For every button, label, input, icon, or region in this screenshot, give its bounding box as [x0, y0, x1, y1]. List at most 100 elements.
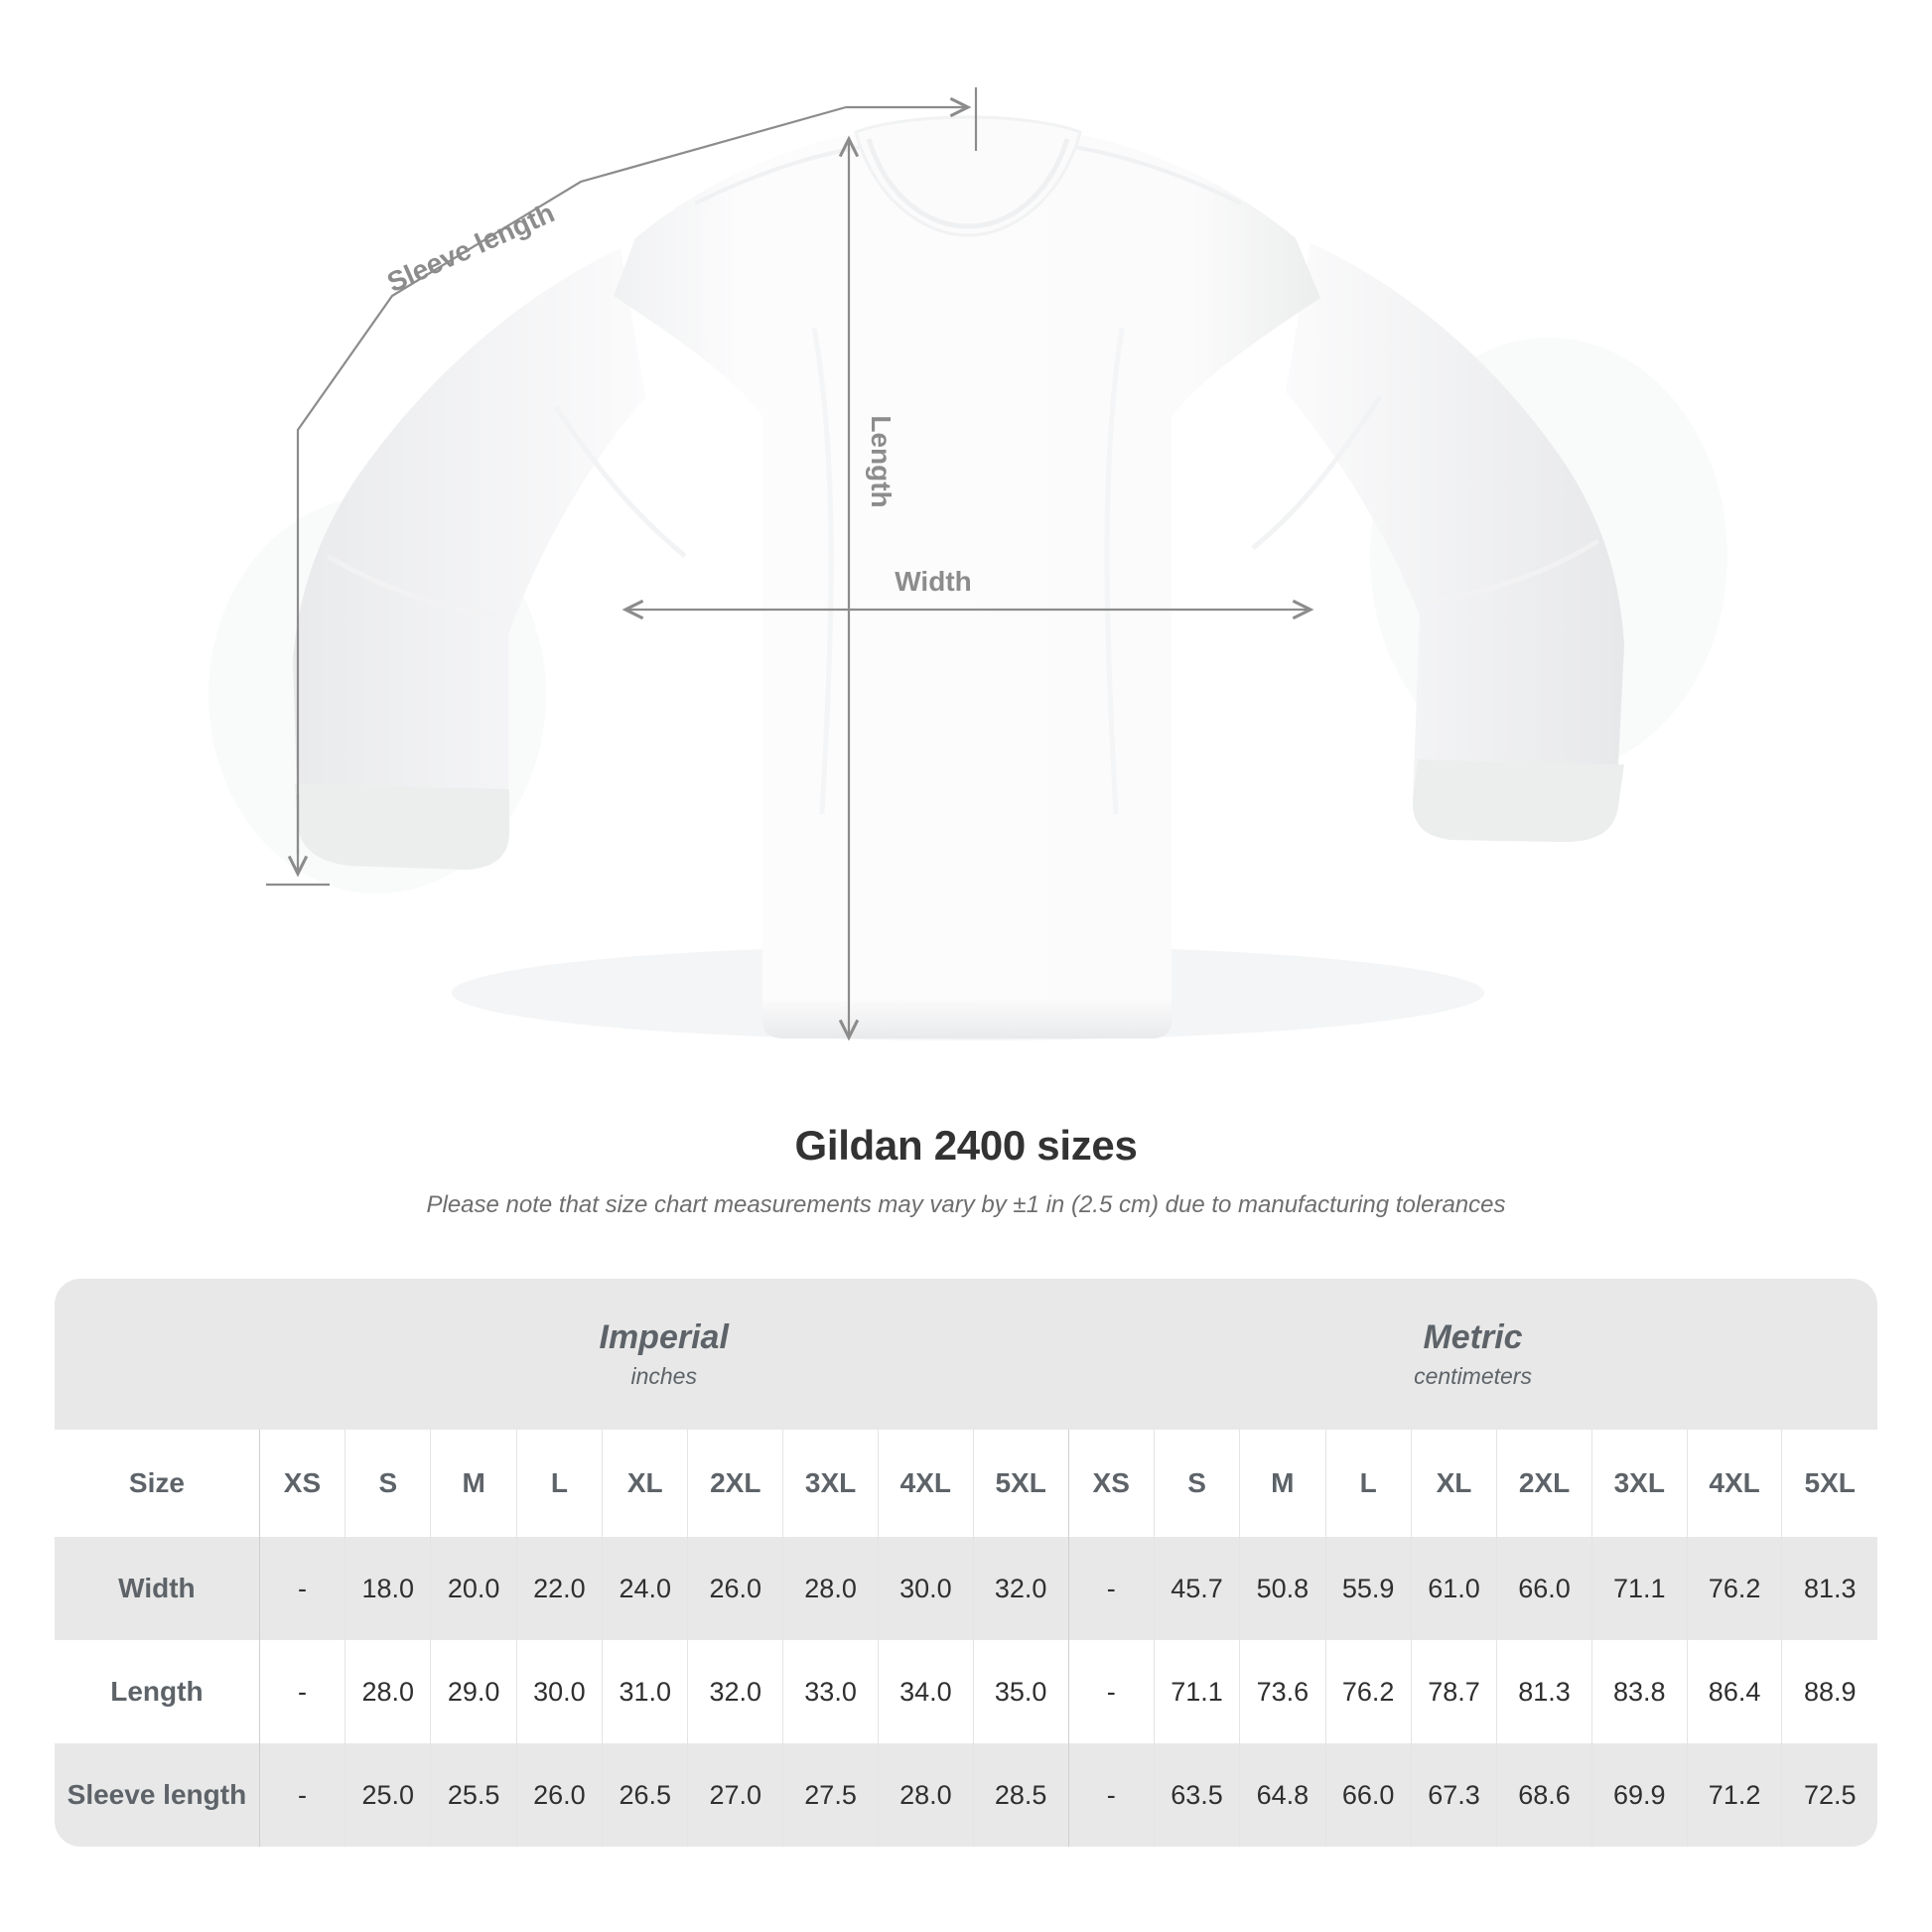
cell-width-imperial-2xl: 26.0: [687, 1537, 783, 1640]
size-header-imperial-2xl: 2XL: [687, 1430, 783, 1537]
cell-sleeve-imperial-l: 26.0: [515, 1743, 603, 1847]
size-header-metric-5xl: 5XL: [1781, 1430, 1877, 1537]
cell-sleeve-imperial-xl: 26.5: [602, 1743, 688, 1847]
size-header-metric-m: M: [1239, 1430, 1325, 1537]
size-header-imperial-xs: XS: [258, 1430, 345, 1537]
cell-width-metric-xs: -: [1067, 1537, 1155, 1640]
unit-header-metric: Metric centimeters: [1068, 1279, 1877, 1430]
cell-sleeve-metric-l: 66.0: [1324, 1743, 1412, 1847]
size-header-label: Size: [55, 1430, 260, 1537]
cell-sleeve-metric-xl: 67.3: [1410, 1743, 1497, 1847]
cell-width-metric-xl: 61.0: [1410, 1537, 1497, 1640]
table-row: Length - 28.0 29.0 30.0 31.0 32.0 33.0 3…: [55, 1640, 1877, 1743]
size-header-metric-l: L: [1324, 1430, 1412, 1537]
cell-length-metric-2xl: 81.3: [1496, 1640, 1592, 1743]
size-header-imperial-3xl: 3XL: [782, 1430, 879, 1537]
cell-length-metric-3xl: 83.8: [1590, 1640, 1688, 1743]
row-label-sleeve-length: Sleeve length: [55, 1743, 260, 1847]
cell-width-metric-5xl: 81.3: [1781, 1537, 1877, 1640]
cell-length-imperial-4xl: 34.0: [877, 1640, 974, 1743]
cell-sleeve-metric-m: 64.8: [1239, 1743, 1325, 1847]
garment-shape: [208, 115, 1727, 1040]
cell-length-imperial-xl: 31.0: [602, 1640, 688, 1743]
unit-header-spacer: [55, 1279, 260, 1430]
size-header-imperial-l: L: [515, 1430, 603, 1537]
unit-name-metric: Metric: [1423, 1317, 1523, 1356]
unit-sub-metric: centimeters: [1414, 1363, 1532, 1390]
size-header-row: Size XS S M L XL 2XL 3XL 4XL 5XL XS S M …: [55, 1430, 1877, 1537]
cell-width-imperial-l: 22.0: [515, 1537, 603, 1640]
cell-length-metric-m: 73.6: [1239, 1640, 1325, 1743]
unit-header-imperial: Imperial inches: [259, 1279, 1069, 1430]
cell-width-metric-m: 50.8: [1239, 1537, 1325, 1640]
unit-sub-imperial: inches: [630, 1363, 697, 1390]
cell-width-metric-s: 45.7: [1153, 1537, 1240, 1640]
page-subtitle: Please note that size chart measurements…: [426, 1191, 1506, 1218]
cell-width-imperial-xs: -: [258, 1537, 345, 1640]
cell-sleeve-imperial-xs: -: [258, 1743, 345, 1847]
unit-header-row: Imperial inches Metric centimeters: [55, 1279, 1877, 1430]
chart-header: Gildan 2400 sizes Please note that size …: [0, 1122, 1932, 1219]
cell-sleeve-metric-s: 63.5: [1153, 1743, 1240, 1847]
cell-sleeve-imperial-m: 25.5: [430, 1743, 517, 1847]
size-header-imperial-xl: XL: [602, 1430, 688, 1537]
cell-length-imperial-l: 30.0: [515, 1640, 603, 1743]
size-header-metric-2xl: 2XL: [1496, 1430, 1592, 1537]
table-row: Sleeve length - 25.0 25.5 26.0 26.5 27.0…: [55, 1743, 1877, 1847]
cell-sleeve-imperial-2xl: 27.0: [687, 1743, 783, 1847]
cell-width-metric-3xl: 71.1: [1590, 1537, 1688, 1640]
size-table-container: Imperial inches Metric centimeters Size …: [55, 1279, 1877, 1847]
cell-length-imperial-xs: -: [258, 1640, 345, 1743]
measurement-annotations: [266, 87, 1314, 1041]
cell-width-imperial-3xl: 28.0: [782, 1537, 879, 1640]
sleeve-length-label: Sleeve length: [382, 197, 559, 298]
cell-width-imperial-5xl: 32.0: [972, 1537, 1069, 1640]
cell-length-metric-4xl: 86.4: [1686, 1640, 1782, 1743]
page-title: Gildan 2400 sizes: [794, 1122, 1138, 1169]
cell-sleeve-imperial-s: 25.0: [345, 1743, 431, 1847]
cell-sleeve-metric-4xl: 71.2: [1686, 1743, 1782, 1847]
cell-sleeve-imperial-4xl: 28.0: [877, 1743, 974, 1847]
cell-width-imperial-4xl: 30.0: [877, 1537, 974, 1640]
cell-sleeve-metric-3xl: 69.9: [1590, 1743, 1688, 1847]
cell-sleeve-metric-5xl: 72.5: [1781, 1743, 1877, 1847]
cell-sleeve-metric-2xl: 68.6: [1496, 1743, 1592, 1847]
sleeve-length-dimension: [266, 87, 978, 887]
size-header-metric-3xl: 3XL: [1590, 1430, 1688, 1537]
garment-illustration: Sleeve length Length Width: [208, 87, 1727, 1041]
cell-width-metric-2xl: 66.0: [1496, 1537, 1592, 1640]
size-header-imperial-5xl: 5XL: [972, 1430, 1069, 1537]
unit-name-imperial: Imperial: [599, 1317, 729, 1356]
cell-length-metric-s: 71.1: [1153, 1640, 1240, 1743]
cell-width-imperial-xl: 24.0: [602, 1537, 688, 1640]
size-header-imperial-s: S: [345, 1430, 431, 1537]
size-table: Imperial inches Metric centimeters Size …: [55, 1279, 1877, 1847]
size-header-imperial-4xl: 4XL: [877, 1430, 974, 1537]
size-header-imperial-m: M: [430, 1430, 517, 1537]
cell-length-imperial-5xl: 35.0: [972, 1640, 1069, 1743]
cell-length-imperial-3xl: 33.0: [782, 1640, 879, 1743]
row-label-width: Width: [55, 1537, 260, 1640]
cell-width-imperial-s: 18.0: [345, 1537, 431, 1640]
row-label-length: Length: [55, 1640, 260, 1743]
cell-sleeve-metric-xs: -: [1067, 1743, 1155, 1847]
width-label: Width: [895, 566, 972, 597]
cell-width-metric-4xl: 76.2: [1686, 1537, 1782, 1640]
cell-length-metric-l: 76.2: [1324, 1640, 1412, 1743]
cell-length-metric-5xl: 88.9: [1781, 1640, 1877, 1743]
cell-length-imperial-s: 28.0: [345, 1640, 431, 1743]
size-header-metric-xl: XL: [1410, 1430, 1497, 1537]
length-label: Length: [866, 415, 897, 507]
cell-width-metric-l: 55.9: [1324, 1537, 1412, 1640]
cell-length-imperial-2xl: 32.0: [687, 1640, 783, 1743]
cell-sleeve-imperial-5xl: 28.5: [972, 1743, 1069, 1847]
size-header-metric-s: S: [1153, 1430, 1240, 1537]
size-header-metric-4xl: 4XL: [1686, 1430, 1782, 1537]
cell-sleeve-imperial-3xl: 27.5: [782, 1743, 879, 1847]
size-table-body: Imperial inches Metric centimeters Size …: [55, 1279, 1877, 1847]
cell-length-metric-xs: -: [1067, 1640, 1155, 1743]
cell-length-imperial-m: 29.0: [430, 1640, 517, 1743]
table-row: Width - 18.0 20.0 22.0 24.0 26.0 28.0 30…: [55, 1537, 1877, 1640]
size-header-metric-xs: XS: [1067, 1430, 1155, 1537]
